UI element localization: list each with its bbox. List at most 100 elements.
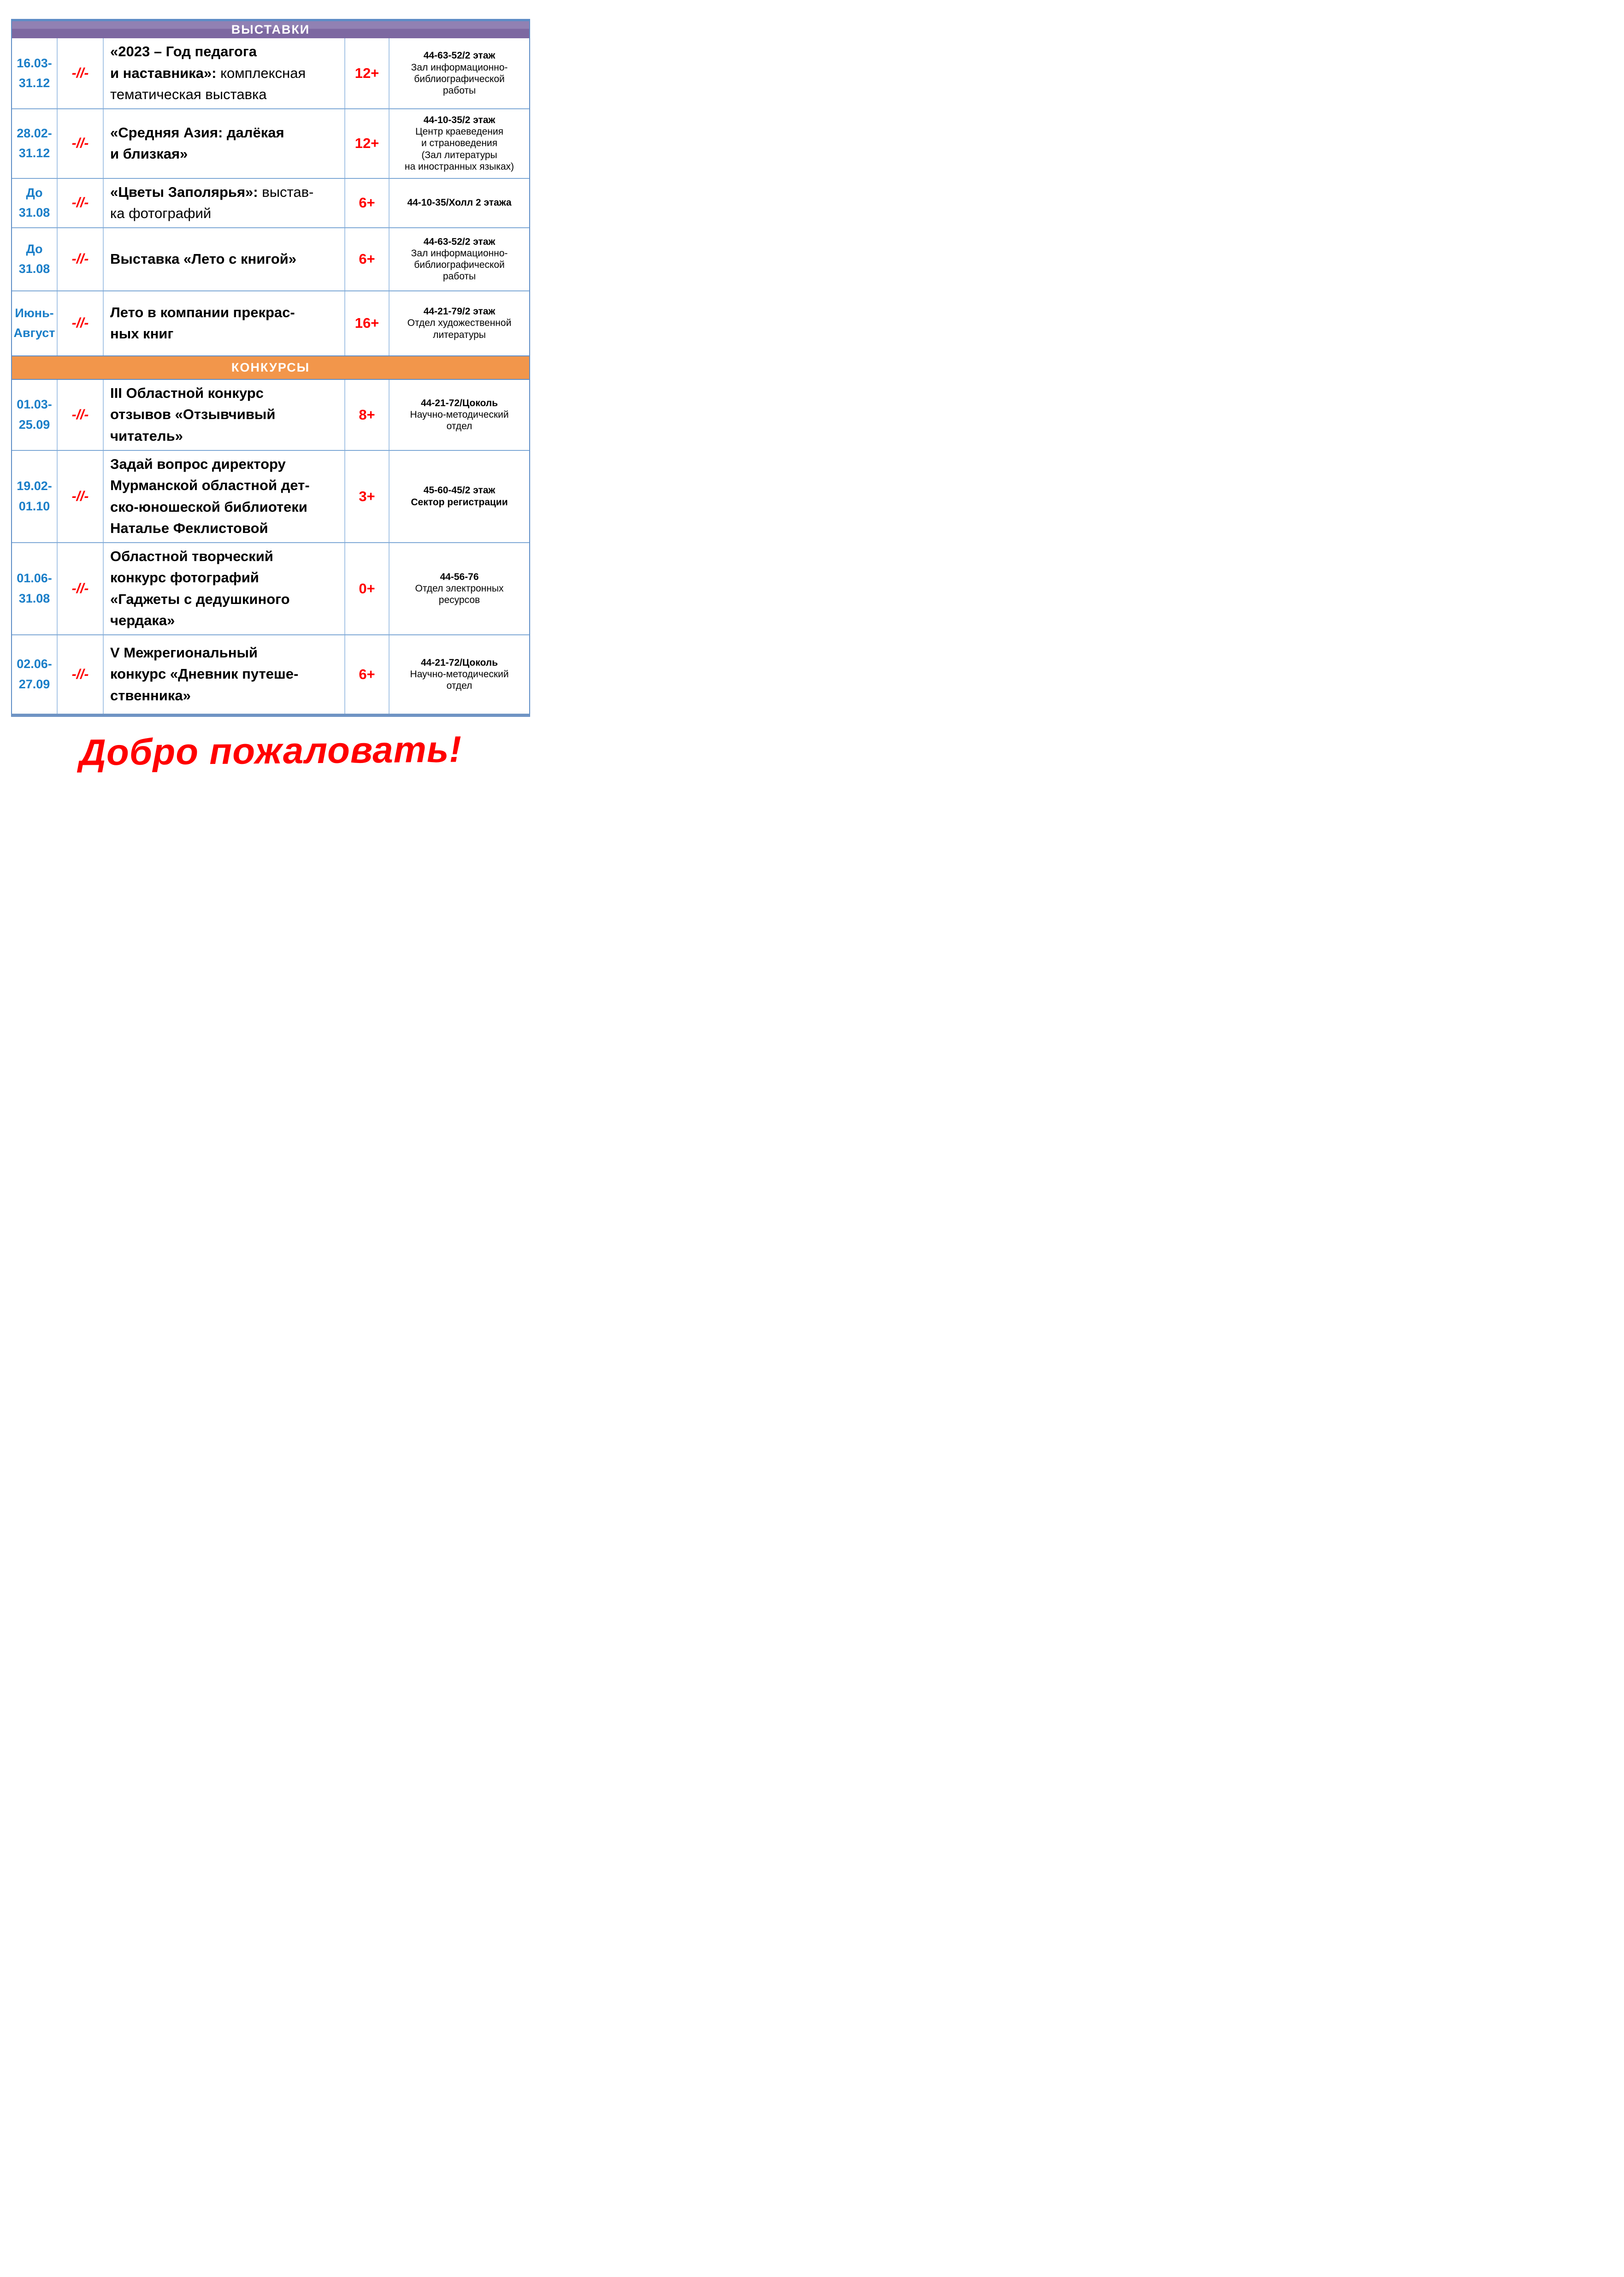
table-row: 01.03- 25.09 -//- III Областной конкурс … (12, 379, 529, 450)
date-range: 19.02- 01.10 (17, 479, 52, 513)
event-title-cell: Выставка «Лето с книгой» (104, 228, 345, 290)
ditto-mark: -//- (71, 580, 89, 596)
age-rating-badge: 8+ (359, 406, 375, 423)
event-title: Лето в компании прекрас- ных книг (110, 304, 295, 342)
event-title-cell: III Областной конкурс отзывов «Отзывчивы… (104, 379, 345, 450)
event-title-cell: «Цветы Заполярья»: выстав- ка фотографий (104, 178, 345, 227)
table-row: 16.03- 31.12 -//- «2023 – Год педагога и… (12, 38, 529, 108)
event-title: «Средняя Азия: далёкая и близкая» (110, 124, 284, 162)
age-cell: 6+ (345, 228, 390, 290)
date-cell: 16.03- 31.12 (12, 38, 58, 108)
ditto-mark: -//- (71, 407, 89, 422)
location-cell: 44-10-35/2 этаж Центр краеведения и стран… (390, 109, 529, 178)
age-rating-badge: 12+ (354, 65, 379, 81)
age-rating-badge: 6+ (359, 251, 375, 267)
ditto-mark: -//- (71, 315, 89, 331)
date-cell: 01.06- 31.08 (12, 543, 58, 634)
table-row: 19.02- 01.10 -//- Задай вопрос директору… (12, 449, 529, 542)
age-cell: 12+ (345, 109, 390, 178)
date-cell: 28.02- 31.12 (12, 109, 58, 178)
date-range: 16.03- 31.12 (17, 56, 52, 90)
event-title: Задай вопрос директору Мурманской област… (110, 455, 310, 537)
separator-cell: -//- (58, 109, 104, 178)
age-cell: 6+ (345, 635, 390, 714)
separator-cell: -//- (58, 379, 104, 450)
table-row: 02.06- 27.09 -//- V Межрегиональный конк… (12, 634, 529, 714)
location: 44-21-72/Цоколь Научно-методический отдел (410, 397, 509, 432)
date-cell: 02.06- 27.09 (12, 635, 58, 714)
location-cell: 44-21-79/2 этаж Отдел художественной лите… (390, 291, 529, 355)
event-title: «2023 – Год педагога и наставника»: комп… (110, 43, 306, 102)
location-cell: 44-56-76 Отдел электронных ресурсов (390, 543, 529, 634)
date-range: До 31.08 (18, 185, 50, 219)
separator-cell: -//- (58, 450, 104, 542)
age-cell: 12+ (345, 38, 390, 108)
separator-cell: -//- (58, 178, 104, 227)
library-events-poster: ВЫСТАВКИ 16.03- 31.12 -//- «2023 – Год п… (0, 19, 541, 773)
section-header-exhibitions: ВЫСТАВКИ (12, 21, 529, 38)
age-rating-badge: 16+ (354, 315, 379, 331)
ditto-mark: -//- (71, 195, 89, 210)
location: 44-56-76 Отдел электронных ресурсов (415, 571, 504, 606)
age-rating-badge: 12+ (354, 135, 379, 151)
section-title: ВЫСТАВКИ (231, 23, 310, 36)
age-cell: 0+ (345, 543, 390, 634)
date-range: 28.02- 31.12 (17, 126, 52, 160)
ditto-mark: -//- (71, 666, 89, 682)
table-row: До 31.08 -//- Выставка «Лето с книгой» 6… (12, 227, 529, 290)
date-range: 01.06- 31.08 (17, 571, 52, 605)
event-title-cell: Задай вопрос директору Мурманской област… (104, 450, 345, 542)
welcome-text: Добро пожаловать! (79, 728, 462, 773)
location-cell: 45-60-45/2 этаж Сектор регистрации (390, 451, 529, 542)
separator-cell: -//- (58, 38, 104, 108)
separator-cell: -//- (58, 635, 104, 714)
table-row: До 31.08 -//- «Цветы Заполярья»: выстав-… (12, 177, 529, 227)
event-title: Выставка «Лето с книгой» (110, 250, 296, 267)
event-title: III Областной конкурс отзывов «Отзывчивы… (110, 384, 276, 444)
date-cell: Июнь- Август (12, 291, 58, 355)
date-cell: До 31.08 (12, 178, 58, 227)
location-cell: 44-21-72/Цоколь Научно-методический отдел (390, 635, 529, 714)
date-range: 01.03- 25.09 (17, 397, 52, 432)
event-title: V Межрегиональный конкурс «Дневник путеш… (110, 644, 299, 704)
date-range: До 31.08 (18, 242, 50, 276)
events-table: ВЫСТАВКИ 16.03- 31.12 -//- «2023 – Год п… (11, 19, 530, 717)
location-cell: 44-10-35/Холл 2 этажа (390, 179, 529, 227)
section-header-contests: КОНКУРСЫ (12, 355, 529, 380)
age-cell: 8+ (345, 379, 390, 450)
age-rating-badge: 0+ (359, 580, 375, 597)
event-title-cell: «2023 – Год педагога и наставника»: комп… (104, 38, 345, 108)
age-cell: 16+ (345, 291, 390, 355)
date-cell: 19.02- 01.10 (12, 450, 58, 542)
location-cell: 44-63-52/2 этаж Зал информационно- библио… (390, 38, 529, 108)
date-range: Июнь- Август (13, 306, 55, 340)
table-row: Июнь- Август -//- Лето в компании прекра… (12, 290, 529, 355)
age-cell: 6+ (345, 178, 390, 227)
ditto-mark: -//- (71, 65, 89, 81)
event-title: «Цветы Заполярья»: выстав- ка фотографий (110, 183, 314, 222)
location-cell: 44-63-52/2 этаж Зал информационно- библио… (390, 228, 529, 290)
age-rating-badge: 6+ (359, 666, 375, 682)
location: 44-63-52/2 этаж Зал информационно- библио… (411, 50, 508, 96)
location-cell: 44-21-72/Цоколь Научно-методический отдел (390, 380, 529, 450)
event-title-cell: «Средняя Азия: далёкая и близкая» (104, 109, 345, 178)
age-cell: 3+ (345, 450, 390, 542)
location: 44-10-35/Холл 2 этажа (407, 197, 512, 208)
ditto-mark: -//- (71, 136, 89, 151)
ditto-mark: -//- (71, 488, 89, 504)
location: 44-63-52/2 этаж Зал информационно- библио… (411, 236, 508, 282)
section-title: КОНКУРСЫ (231, 360, 310, 374)
table-row: 28.02- 31.12 -//- «Средняя Азия: далёкая… (12, 108, 529, 178)
date-cell: До 31.08 (12, 228, 58, 290)
date-cell: 01.03- 25.09 (12, 379, 58, 450)
event-title-cell: V Межрегиональный конкурс «Дневник путеш… (104, 635, 345, 714)
location: 44-21-72/Цоколь Научно-методический отдел (410, 657, 509, 692)
location: 44-10-35/2 этаж Центр краеведения и стран… (404, 115, 514, 172)
separator-cell: -//- (58, 543, 104, 634)
location: 44-21-79/2 этаж Отдел художественной лите… (407, 306, 512, 340)
separator-cell: -//- (58, 291, 104, 355)
ditto-mark: -//- (71, 251, 89, 266)
age-rating-badge: 6+ (359, 195, 375, 211)
date-range: 02.06- 27.09 (17, 657, 52, 691)
event-title-cell: Областной творческий конкурс фотографий … (104, 543, 345, 634)
